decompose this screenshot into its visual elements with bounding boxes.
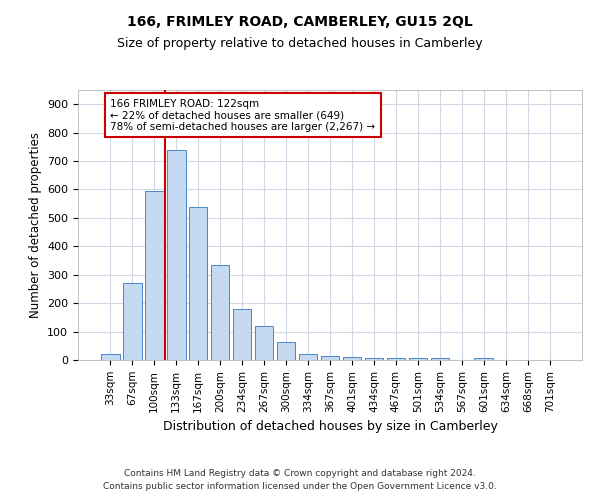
X-axis label: Distribution of detached houses by size in Camberley: Distribution of detached houses by size … [163,420,497,433]
Bar [409,358,427,360]
Bar [299,354,317,360]
Bar [189,208,208,360]
Bar [343,356,361,360]
Bar [123,284,142,360]
Y-axis label: Number of detached properties: Number of detached properties [29,132,41,318]
Bar [101,354,119,360]
Bar [233,310,251,360]
Bar [167,150,185,360]
Bar [320,356,340,360]
Bar [211,265,229,360]
Bar [365,358,383,360]
Text: 166, FRIMLEY ROAD, CAMBERLEY, GU15 2QL: 166, FRIMLEY ROAD, CAMBERLEY, GU15 2QL [127,15,473,29]
Bar [475,358,493,360]
Bar [431,358,449,360]
Bar [277,342,295,360]
Text: 166 FRIMLEY ROAD: 122sqm
← 22% of detached houses are smaller (649)
78% of semi-: 166 FRIMLEY ROAD: 122sqm ← 22% of detach… [110,98,376,132]
Bar [255,326,274,360]
Text: Contains HM Land Registry data © Crown copyright and database right 2024.: Contains HM Land Registry data © Crown c… [124,468,476,477]
Bar [386,358,405,360]
Text: Contains public sector information licensed under the Open Government Licence v3: Contains public sector information licen… [103,482,497,491]
Text: Size of property relative to detached houses in Camberley: Size of property relative to detached ho… [117,38,483,51]
Bar [145,191,164,360]
